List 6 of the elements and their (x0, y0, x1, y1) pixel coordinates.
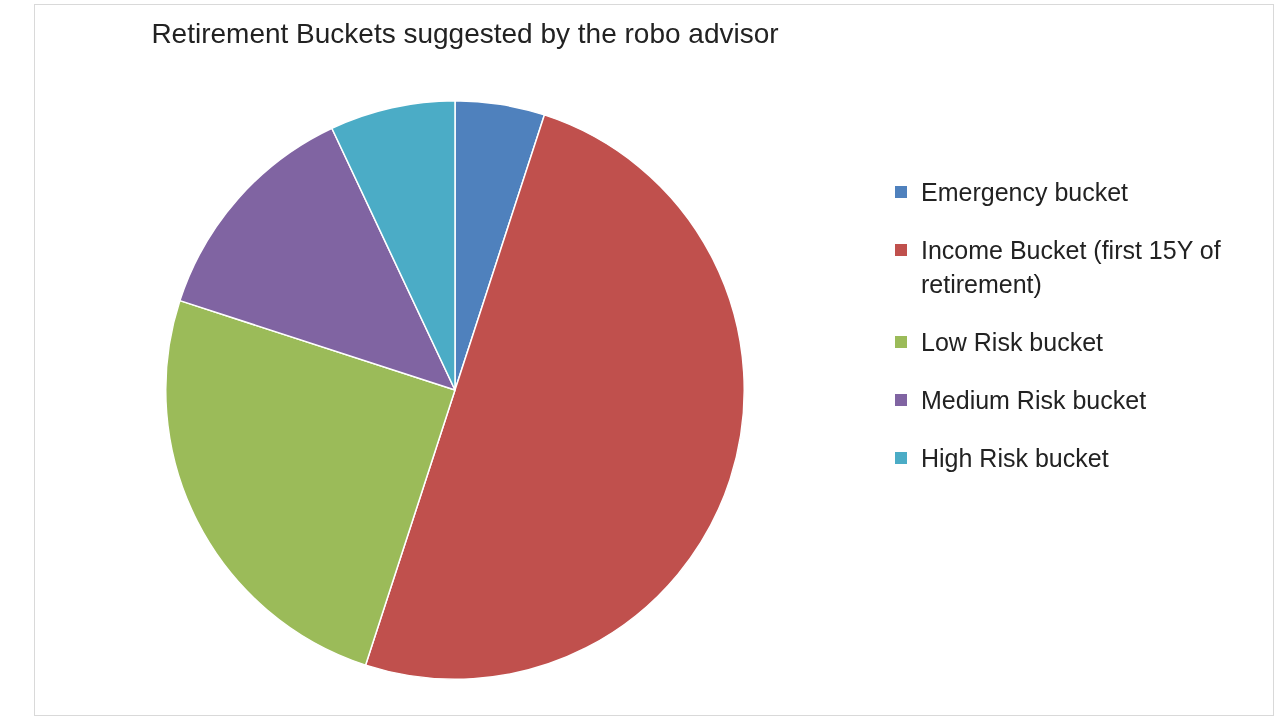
legend-label: Income Bucket (first 15Y of retirement) (921, 235, 1222, 300)
chart-title: Retirement Buckets suggested by the robo advisor (150, 18, 780, 50)
legend-label: High Risk bucket (921, 443, 1109, 474)
legend-label: Emergency bucket (921, 177, 1129, 208)
legend-label: Medium Risk bucket (921, 385, 1147, 416)
legend-label: Low Risk bucket (921, 327, 1104, 358)
